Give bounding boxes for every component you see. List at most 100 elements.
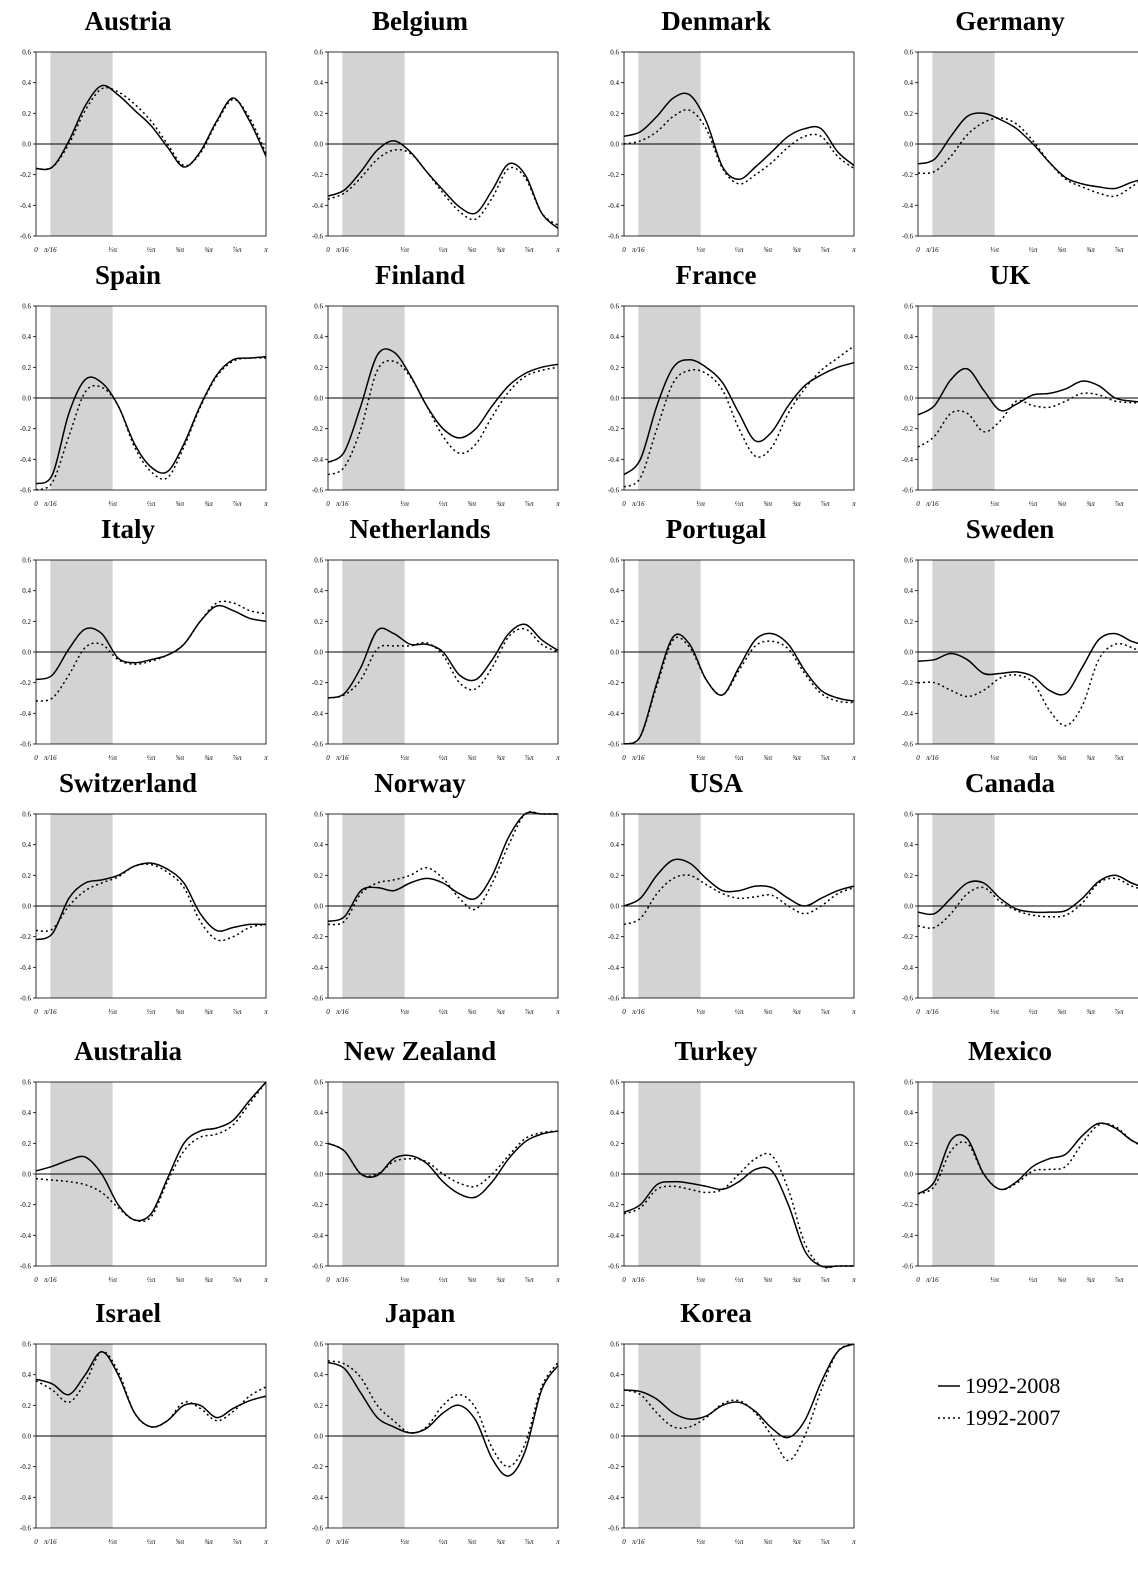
series-1992-2007 [327,1130,559,1188]
y-tick-label: -0.2 [902,679,914,687]
x-tick-label: π/16 [632,1538,645,1546]
y-tick-label: 0.6 [904,1079,913,1087]
x-tick-label: π [556,1276,560,1284]
x-tick-label: 0 [916,500,920,508]
x-tick-label: π/16 [336,1008,349,1016]
x-tick-label: ¾π [1086,246,1095,254]
y-tick-label: -0.4 [312,202,324,210]
x-tick-label: 0 [916,754,920,762]
y-tick-label: 0.2 [314,1402,323,1410]
panel-germany: Germany 0.6 0.4 0.2 0.0 -0.2 -0.4 -0.6 0 π/16 ⅓π ½π… [888,0,1138,262]
x-tick-label: ½π [1029,1008,1038,1016]
y-tick-label: 0.4 [22,1109,31,1117]
y-tick-label: -0.2 [312,1463,324,1471]
y-tick-label: 0.0 [22,1171,31,1179]
y-tick-label: -0.2 [608,425,620,433]
x-tick-label: π [852,754,856,762]
x-tick-label: π [264,1008,268,1016]
panel-turkey: Turkey 0.6 0.4 0.2 0.0 -0.2 -0.4 -0.6 0 π/16 ⅓π ½π ⅝… [594,1030,878,1292]
x-tick-label: π/16 [44,1008,57,1016]
panel-plot: 0.6 0.4 0.2 0.0 -0.2 -0.4 -0.60 π/16 ⅓π ½π ⅝π ¾π ⅞π π [312,1341,560,1547]
y-tick-label: 0.0 [610,141,619,149]
series-1992-2007 [623,636,855,745]
y-tick-label: 0.2 [22,1140,31,1148]
x-tick-label: ½π [1029,754,1038,762]
panel-title: Mexico [968,1036,1052,1066]
x-tick-label: ⅞π [821,1276,830,1284]
x-tick-label: ½π [147,754,156,762]
y-tick-label: 0.2 [610,872,619,880]
y-tick-label: 0.0 [314,1171,323,1179]
panel-plot: 0.6 0.4 0.2 0.0 -0.2 -0.4 -0.60 π/16 ⅓π ½π ⅝π ¾π ⅞π π [20,303,268,509]
x-tick-label: π [556,1538,560,1546]
x-tick-label: ⅞π [233,1008,242,1016]
series-1992-2007 [623,1343,855,1462]
y-tick-label: 0.6 [610,1079,619,1087]
x-tick-label: ⅓π [696,1008,705,1016]
y-tick-label: -0.2 [20,679,32,687]
legend-label-solid: 1992-2008 [965,1373,1061,1398]
y-tick-label: 0.4 [314,79,323,87]
panel-austria: Austria 0.6 0.4 0.2 0.0 -0.2 -0.4 -0.6 0 π/16 ⅓π ½π… [6,0,290,262]
series-1992-2008 [35,862,267,941]
x-tick-label: ⅓π [400,1538,409,1546]
x-tick-label: π [264,1276,268,1284]
y-tick-label: -0.4 [312,1494,324,1502]
panel-plot: 0.6 0.4 0.2 0.0 -0.2 -0.4 -0.60 π/16 ⅓π ½π ⅝π ¾π ⅞π π [608,49,856,255]
panel-israel: Israel 0.6 0.4 0.2 0.0 -0.2 -0.4 -0.6 0 π/16 ⅓π ½π ⅝… [6,1292,290,1554]
panel-mexico: Mexico 0.6 0.4 0.2 0.0 -0.2 -0.4 -0.6 0 π/16 ⅓π ½π ⅝… [888,1030,1138,1292]
panel-title: Israel [95,1298,161,1328]
x-tick-label: π/16 [336,1538,349,1546]
y-tick-label: 0.6 [610,303,619,311]
y-tick-label: -0.2 [312,425,324,433]
y-tick-label: -0.6 [608,1525,620,1533]
x-tick-label: ⅞π [525,754,534,762]
panel-plot: 0.6 0.4 0.2 0.0 -0.2 -0.4 -0.60 π/16 ⅓π ½π ⅝π ¾π ⅞π π [20,1341,268,1547]
x-tick-label: 0 [622,246,626,254]
x-tick-label: π [852,500,856,508]
panel-title: UK [989,260,1031,290]
x-tick-label: ¾π [792,754,801,762]
y-tick-label: -0.6 [608,741,620,749]
panel-title: Australia [74,1036,182,1066]
y-tick-label: -0.6 [20,1263,32,1271]
panel-plot: 0.6 0.4 0.2 0.0 -0.2 -0.4 -0.60 π/16 ⅓π ½π ⅝π ¾π ⅞π π [608,1341,856,1547]
x-tick-label: ¾π [496,1008,505,1016]
x-tick-label: ⅝π [763,1538,772,1546]
x-tick-label: ½π [439,500,448,508]
panel-korea: Korea 0.6 0.4 0.2 0.0 -0.2 -0.4 -0.6 0 π/16 ⅓π ½π ⅝π… [594,1292,878,1554]
series-1992-2007 [327,811,558,926]
y-tick-label: 0.4 [904,587,913,595]
x-tick-label: ⅝π [467,1008,476,1016]
x-tick-label: ¾π [1086,500,1095,508]
y-tick-label: -0.2 [20,1463,32,1471]
y-tick-label: 0.6 [22,811,31,819]
y-tick-label: 0.4 [314,587,323,595]
y-tick-label: 0.6 [904,49,913,57]
y-tick-label: 0.0 [314,903,323,911]
x-tick-label: ½π [147,1276,156,1284]
x-tick-label: π/16 [926,1276,939,1284]
x-tick-label: ⅓π [696,1538,705,1546]
panel-title: Switzerland [59,768,197,798]
x-tick-label: ½π [735,500,744,508]
y-tick-label: -0.2 [608,933,620,941]
series-1992-2007 [623,874,855,926]
x-tick-label: π [556,246,560,254]
y-tick-label: 0.4 [22,841,31,849]
y-tick-label: 0.6 [610,557,619,565]
x-tick-label: π/16 [632,500,645,508]
x-tick-label: 0 [34,754,38,762]
y-tick-label: -0.6 [312,741,324,749]
y-tick-label: 0.2 [314,364,323,372]
x-tick-label: π [264,246,268,254]
x-tick-label: 0 [622,1008,626,1016]
x-tick-label: ⅝π [467,1538,476,1546]
y-tick-label: -0.6 [902,995,914,1003]
x-tick-label: ⅓π [696,1276,705,1284]
x-tick-label: π [556,754,560,762]
x-tick-label: ⅞π [525,500,534,508]
y-tick-label: -0.4 [608,456,620,464]
y-tick-label: -0.2 [902,1201,914,1209]
y-tick-label: 0.6 [314,49,323,57]
